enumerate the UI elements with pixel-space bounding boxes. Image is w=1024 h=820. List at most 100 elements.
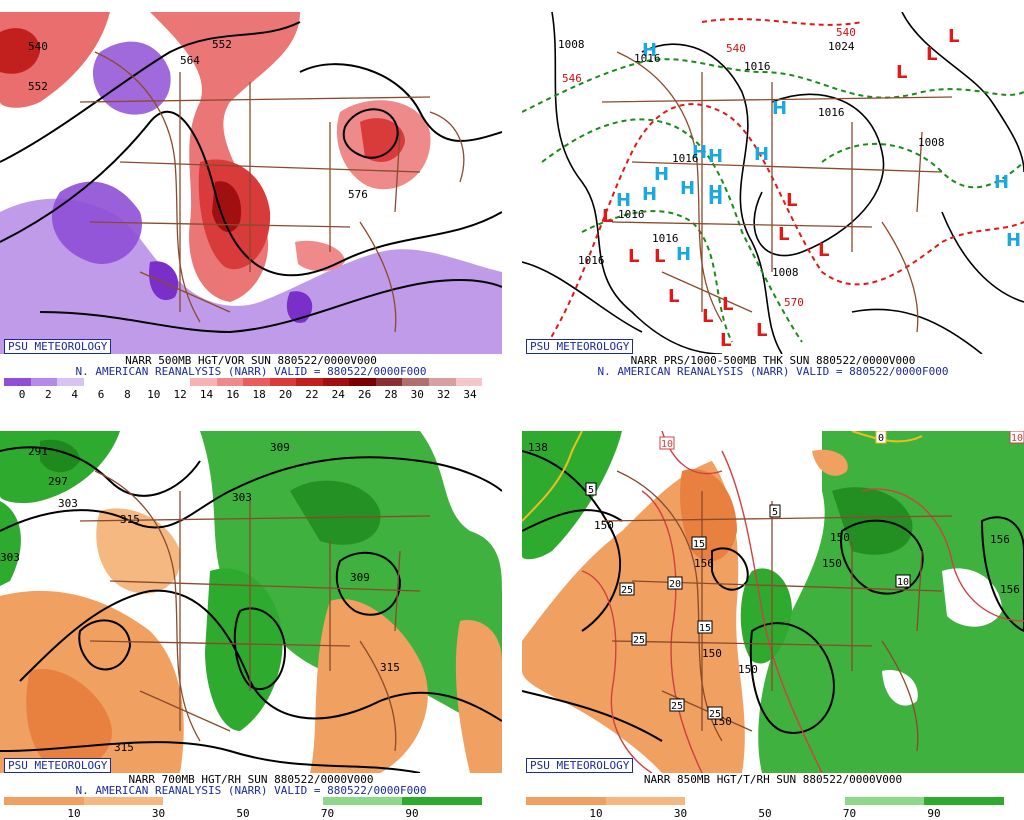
- scale-swatch: [163, 378, 190, 386]
- high-pressure-symbol: H: [642, 40, 657, 61]
- scale-tick-label: 6: [97, 388, 105, 401]
- isobar-label: 1008: [772, 266, 799, 279]
- height-label: 150: [822, 557, 842, 570]
- isobar-label: 1016: [652, 232, 679, 245]
- low-pressure-symbol: L: [786, 190, 797, 211]
- low-pressure-symbol: L: [654, 246, 665, 267]
- scale-swatch: [349, 378, 376, 386]
- rh-850mb-map: 138 150 156 150 150 156 156 150 150 150 …: [522, 431, 1024, 773]
- scale-tick-label: 10: [589, 807, 603, 820]
- scale-tick-label: 10: [147, 388, 161, 401]
- isobar-label: 1024: [828, 40, 855, 53]
- scale-swatch: [605, 797, 686, 805]
- scale-swatch: [163, 797, 244, 805]
- pressure-map: H H H H H H H H H H H H H H L L L L L L: [522, 12, 1024, 354]
- scale-tick-label: 90: [927, 807, 941, 820]
- low-pressure-symbol: L: [702, 306, 713, 327]
- temp-label: 25: [633, 635, 645, 646]
- high-pressure-symbol: H: [994, 172, 1009, 193]
- scale-tick-label: 12: [173, 388, 187, 401]
- height-label: 156: [1000, 583, 1020, 596]
- scale-swatch: [765, 797, 845, 805]
- scale-tick-label: 30: [410, 388, 424, 401]
- high-pressure-symbol: H: [772, 98, 787, 119]
- scale-tick-label: 28: [384, 388, 398, 401]
- scale-swatch: [455, 378, 483, 386]
- scale-swatch: [322, 378, 350, 386]
- scale-swatch: [685, 797, 766, 805]
- scale-swatch: [30, 378, 58, 386]
- psu-meteorology-badge: PSU METEOROLOGY: [526, 758, 634, 773]
- panel-subtitle: N. AMERICAN REANALYSIS (NARR) VALID = 88…: [75, 784, 427, 797]
- scale-swatch: [110, 378, 137, 386]
- temp-label: 15: [699, 623, 711, 634]
- low-pressure-symbol: L: [948, 26, 959, 47]
- psu-meteorology-badge: PSU METEOROLOGY: [4, 758, 112, 773]
- high-pressure-symbol: H: [708, 146, 723, 167]
- scale-tick-label: 30: [673, 807, 688, 820]
- rh-scale-ticks: 10 30 50 70 90: [526, 807, 1004, 820]
- contour-label: 315: [380, 661, 400, 674]
- vorticity-scale-ticks: 0 2 4 6 8 10 12 14 16 18 20 22 24 26 28 30 32 34: [4, 388, 482, 401]
- high-pressure-symbol: H: [676, 244, 691, 265]
- high-pressure-symbol: H: [708, 188, 723, 209]
- height-label: 156: [990, 533, 1010, 546]
- high-pressure-symbol: H: [680, 178, 695, 199]
- scale-swatch: [429, 378, 456, 386]
- low-pressure-symbol: L: [668, 286, 679, 307]
- thickness-label: 540: [836, 26, 856, 39]
- scale-tick-label: 70: [842, 807, 857, 820]
- scale-swatch: [269, 378, 297, 386]
- low-pressure-symbol: L: [896, 62, 907, 83]
- scale-swatch: [216, 378, 244, 386]
- temp-label: 0: [878, 433, 884, 444]
- panel-title: NARR 850MB HGT/T/RH SUN 880522/0000V000: [643, 773, 903, 786]
- scale-tick-label: 30: [151, 807, 166, 820]
- low-pressure-symbol: L: [628, 246, 639, 267]
- scale-tick-label: 8: [124, 388, 131, 401]
- contour-label: 303: [58, 497, 78, 510]
- scale-tick-label: 24: [331, 388, 345, 401]
- scale-swatch: [189, 378, 217, 386]
- isobar-label: 1008: [558, 38, 585, 51]
- isobar-label: 1008: [918, 136, 945, 149]
- low-pressure-symbol: L: [720, 330, 731, 351]
- scale-tick-label: 2: [45, 388, 52, 401]
- scale-tick-label: 50: [236, 807, 250, 820]
- high-pressure-symbol: H: [692, 142, 707, 163]
- scale-swatch: [322, 797, 403, 805]
- panel-700mb-rh: 291 297 303 309 315 303 309 315 315 303 …: [0, 419, 502, 820]
- panel-subtitle: N. AMERICAN REANALYSIS (NARR) VALID = 88…: [75, 365, 427, 378]
- temp-label: 20: [669, 579, 681, 590]
- scale-swatch: [4, 797, 84, 805]
- contour-label: 291: [28, 445, 48, 458]
- contour-label: 297: [48, 475, 68, 488]
- scale-swatch: [4, 378, 31, 386]
- scale-tick-label: 22: [305, 388, 319, 401]
- contour-label: 552: [212, 38, 232, 51]
- contour-label: 552: [28, 80, 48, 93]
- low-pressure-symbol: L: [778, 224, 789, 245]
- scale-tick-label: 16: [226, 388, 240, 401]
- low-pressure-symbol: L: [818, 240, 829, 261]
- temp-label: 10: [897, 577, 909, 588]
- panel-title: NARR PRS/1000-500MB THK SUN 880522/0000V…: [630, 354, 916, 367]
- scale-tick-label: 0: [18, 388, 26, 401]
- high-pressure-symbol: H: [642, 184, 657, 205]
- scale-tick-label: 26: [357, 388, 372, 401]
- high-pressure-symbol: H: [754, 144, 769, 165]
- psu-meteorology-badge: PSU METEOROLOGY: [526, 339, 634, 354]
- height-label: 150: [738, 663, 758, 676]
- temp-label: 5: [772, 507, 778, 518]
- scale-swatch: [57, 378, 84, 386]
- panel-850mb-temp-rh: 138 150 156 150 150 156 156 150 150 150 …: [522, 419, 1024, 820]
- contour-label: 309: [350, 571, 370, 584]
- scale-tick-label: 10: [67, 807, 81, 820]
- panel-500mb-vorticity: 540 552 564 576 552 PSU METEOROLOGY NARR…: [0, 0, 502, 401]
- high-pressure-symbol: H: [708, 182, 723, 203]
- temp-label: 15: [693, 539, 705, 550]
- scale-swatch: [83, 797, 164, 805]
- scale-swatch: [136, 378, 164, 386]
- contour-label: 564: [180, 54, 200, 67]
- panel-title: NARR 700MB HGT/RH SUN 880522/0000V000: [128, 773, 374, 786]
